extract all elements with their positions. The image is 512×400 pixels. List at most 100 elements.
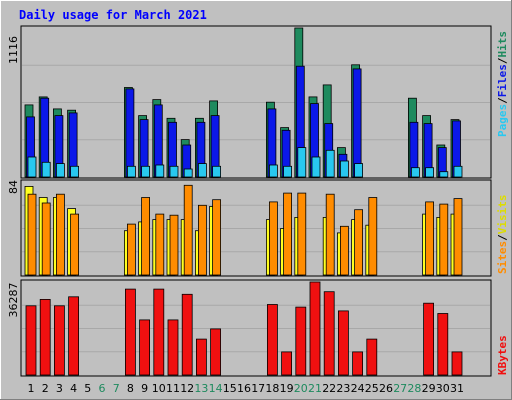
kbytes-bar [39, 298, 51, 376]
visits-bar [297, 192, 307, 276]
pages-bar [325, 149, 335, 178]
day-label: 20 [294, 382, 308, 395]
visits-bar [70, 213, 79, 276]
files-bar [352, 68, 362, 178]
visits-panel-max-label: 84 [7, 180, 20, 194]
legend-kbytes: KBytes [496, 335, 509, 375]
legend-separator: / [496, 234, 509, 241]
day-labels: 1 2 3 4 5 6 7 8 9 10 11 12 13 14 15 16 17 18 19 20 21 22 23 24 2… [28, 382, 465, 395]
kbytes-bar [451, 351, 463, 376]
kbytes-bar [54, 305, 65, 376]
pages-bar [283, 165, 293, 178]
visits-bar [212, 199, 222, 276]
hits-panel-legend: Pages/Files/Hits [496, 31, 509, 137]
pages-bar [155, 164, 165, 178]
kbytes-bar [366, 338, 378, 376]
day-label: 19 [280, 382, 294, 395]
day-label: 23 [336, 382, 350, 395]
kbytes-bar [139, 319, 151, 376]
chart-title: Daily usage for March 2021 [19, 8, 207, 22]
visits-panel-legend: Sites/Visits [496, 195, 509, 275]
kbytes-bar [153, 288, 165, 376]
pages-bar [41, 161, 51, 178]
day-label: 8 [127, 382, 134, 395]
visits-bar [197, 204, 207, 276]
day-label: 4 [70, 382, 77, 395]
pages-bar [354, 163, 364, 178]
kbytes-bar [68, 296, 79, 376]
visits-bar [169, 214, 179, 276]
pages-bar [453, 165, 463, 178]
kbytes-bar [423, 302, 435, 376]
kbytes-bar [437, 313, 449, 376]
pages-bar [169, 165, 179, 178]
pages-bar [425, 167, 435, 178]
visits-bar [155, 213, 165, 276]
pages-bar [311, 156, 321, 178]
bars [24, 27, 463, 376]
kbytes-bar [337, 310, 349, 376]
visits-bar [56, 193, 65, 276]
day-label: 31 [450, 382, 464, 395]
visits-bar [325, 193, 335, 276]
pages-bar [56, 163, 65, 178]
day-label: 18 [265, 382, 279, 395]
day-label: 30 [436, 382, 450, 395]
day-label: 7 [113, 382, 120, 395]
kbytes-bar [167, 319, 179, 376]
visits-bar [183, 184, 193, 276]
legend-visits: Visits [496, 195, 509, 235]
legend-pages: Pages [496, 104, 509, 137]
visits-bar [339, 225, 349, 276]
kbytes-bar [323, 291, 335, 376]
day-label: 28 [407, 382, 421, 395]
pages-bar [183, 168, 193, 178]
legend-sites: Sites [496, 241, 509, 274]
kbytes-bar [195, 338, 207, 376]
pages-bar [268, 164, 278, 178]
pages-bar [141, 165, 151, 178]
pages-bar [197, 163, 207, 178]
visits-bar [283, 192, 293, 276]
day-label: 14 [209, 382, 223, 395]
pages-bar [297, 147, 307, 178]
visits-bar [127, 223, 136, 276]
pages-bar [127, 165, 136, 178]
visits-bar [439, 203, 449, 276]
day-label: 29 [422, 382, 436, 395]
pages-bar [439, 171, 449, 178]
visits-bar [27, 193, 37, 276]
day-label: 17 [251, 382, 265, 395]
visits-bar [368, 197, 378, 276]
kbytes-bar [352, 351, 364, 376]
day-label: 11 [166, 382, 180, 395]
day-label: 25 [365, 382, 379, 395]
kbytes-bar [281, 351, 293, 376]
legend-hits: Hits [496, 31, 509, 58]
pages-bar [339, 160, 349, 178]
pages-bar [27, 156, 37, 178]
day-label: 10 [152, 382, 166, 395]
day-label: 12 [180, 382, 194, 395]
day-label: 13 [194, 382, 208, 395]
day-label: 6 [99, 382, 106, 395]
day-label: 9 [141, 382, 148, 395]
legend-separator: / [496, 57, 509, 64]
legend-separator: / [496, 97, 509, 104]
day-label: 15 [223, 382, 237, 395]
visits-bar [453, 198, 463, 276]
day-label: 2 [42, 382, 49, 395]
pages-bar [70, 165, 79, 178]
kbytes-panel-max-label: 36287 [7, 283, 20, 318]
day-label: 3 [56, 382, 63, 395]
kbytes-bar [266, 304, 278, 376]
day-label: 26 [379, 382, 393, 395]
kbytes-bar [210, 328, 222, 376]
day-label: 24 [351, 382, 365, 395]
visits-bar [425, 201, 435, 276]
day-label: 21 [308, 382, 322, 395]
files-bar [125, 88, 135, 178]
pages-bar [410, 167, 420, 178]
pages-bar [212, 165, 222, 178]
